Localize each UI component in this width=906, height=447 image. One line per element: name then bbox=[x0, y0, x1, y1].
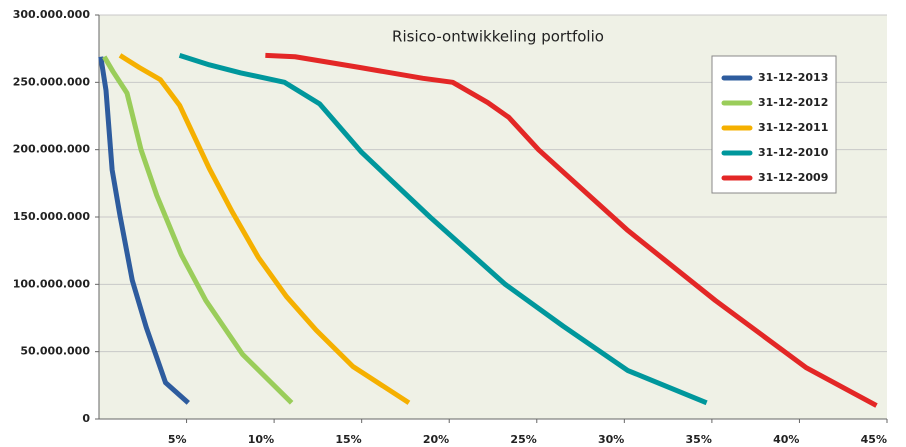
x-tick-label: 30% bbox=[598, 433, 624, 446]
legend-label: 31-12-2012 bbox=[758, 96, 828, 109]
y-tick-label: 300.000.000 bbox=[13, 8, 91, 21]
legend-label: 31-12-2013 bbox=[758, 71, 828, 84]
x-tick-label: 35% bbox=[686, 433, 712, 446]
y-tick-label: 150.000.000 bbox=[13, 210, 91, 223]
x-tick-label: 10% bbox=[248, 433, 274, 446]
x-tick-label: 20% bbox=[423, 433, 449, 446]
legend-label: 31-12-2011 bbox=[758, 121, 828, 134]
x-tick-label: 40% bbox=[773, 433, 799, 446]
chart-title: Risico-ontwikkeling portfolio bbox=[392, 28, 604, 46]
x-tick-label: 5% bbox=[168, 433, 187, 446]
legend-label: 31-12-2009 bbox=[758, 171, 828, 184]
series-line bbox=[118, 53, 411, 405]
y-tick-label: 0 bbox=[82, 412, 90, 425]
x-tick-label: 25% bbox=[510, 433, 536, 446]
x-tick-label: 15% bbox=[335, 433, 361, 446]
y-tick-label: 250.000.000 bbox=[13, 75, 91, 88]
x-tick-label: 45% bbox=[861, 433, 887, 446]
y-tick-label: 200.000.000 bbox=[13, 143, 91, 156]
legend-label: 31-12-2010 bbox=[758, 146, 829, 159]
series-line bbox=[265, 52, 878, 408]
y-tick-label: 100.000.000 bbox=[13, 277, 91, 290]
series-line bbox=[178, 53, 708, 406]
series-line bbox=[98, 56, 190, 405]
series-line bbox=[102, 55, 294, 405]
y-tick-label: 50.000.000 bbox=[20, 345, 90, 358]
